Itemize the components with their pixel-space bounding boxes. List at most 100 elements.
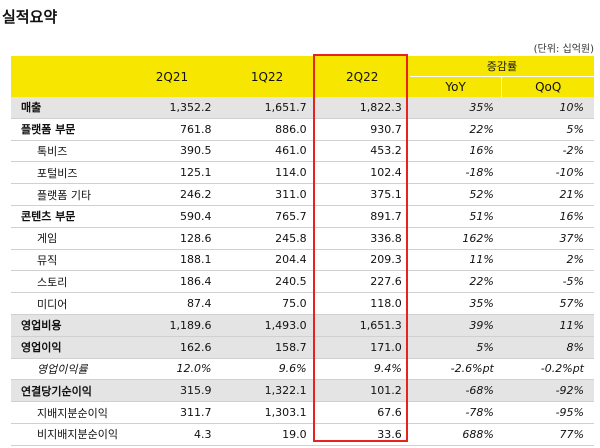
value-2q21: 125.1 bbox=[124, 161, 220, 185]
value-2q21: 311.7 bbox=[124, 401, 220, 424]
header-period-2q22: 2Q22 bbox=[314, 56, 410, 97]
value-2q22: 118.0 bbox=[314, 292, 410, 315]
value-1q22: 240.5 bbox=[219, 270, 315, 294]
yoy-change: 11% bbox=[409, 249, 502, 272]
yoy-change: 35% bbox=[409, 97, 502, 119]
page-title: 실적요약 bbox=[2, 8, 58, 26]
table-row: 비지배지분순이익 4.3 19.0 33.6 688% 77% bbox=[11, 423, 594, 446]
table-row: 게임 128.6 245.8 336.8 162% 37% bbox=[11, 227, 594, 250]
value-2q22: 930.7 bbox=[314, 118, 410, 141]
value-2q22: 1,651.3 bbox=[314, 314, 410, 337]
earnings-summary-table: 2Q21 1Q22 2Q22 증감률 YoY QoQ 매출 1,352.2 1,65… bbox=[11, 56, 594, 446]
row-label: 영업비용 bbox=[11, 314, 125, 337]
table-row: 지배지분순이익 311.7 1,303.1 67.6 -78% -95% bbox=[11, 401, 594, 424]
qoq-change: 16% bbox=[501, 205, 594, 228]
qoq-change: 57% bbox=[501, 292, 594, 315]
table-row: 미디어 87.4 75.0 118.0 35% 57% bbox=[11, 292, 594, 315]
value-2q21: 12.0% bbox=[124, 358, 220, 381]
yoy-change: 16% bbox=[409, 140, 502, 163]
header-growth-rate: 증감률 bbox=[409, 56, 594, 77]
row-label: 콘텐츠 부문 bbox=[11, 205, 125, 228]
value-2q22: 67.6 bbox=[314, 401, 410, 424]
row-label: 미디어 bbox=[11, 292, 125, 315]
qoq-change: 77% bbox=[501, 423, 594, 446]
value-2q21: 1,352.2 bbox=[124, 97, 220, 119]
qoq-change: 5% bbox=[501, 118, 594, 141]
value-2q22: 33.6 bbox=[314, 423, 410, 446]
yoy-change: 688% bbox=[409, 423, 502, 446]
row-label: 매출 bbox=[11, 97, 125, 119]
header-yoy: YoY bbox=[409, 76, 503, 97]
yoy-change: -78% bbox=[409, 401, 502, 424]
yoy-change: 39% bbox=[409, 314, 502, 337]
table-body: 매출 1,352.2 1,651.7 1,822.3 35% 10% 플랫폼 부문 761.8… bbox=[11, 97, 594, 446]
table-row: 플랫폼 부문 761.8 886.0 930.7 22% 5% bbox=[11, 118, 594, 141]
row-label: 플랫폼 부문 bbox=[11, 118, 125, 141]
table-row: 영업비용 1,189.6 1,493.0 1,651.3 39% 11% bbox=[11, 314, 594, 337]
value-1q22: 886.0 bbox=[219, 118, 315, 141]
value-2q21: 4.3 bbox=[124, 423, 220, 446]
value-2q21: 186.4 bbox=[124, 270, 220, 294]
value-1q22: 245.8 bbox=[219, 227, 315, 250]
qoq-change: -0.2%pt bbox=[501, 358, 594, 381]
table-row: 뮤직 188.1 204.4 209.3 11% 2% bbox=[11, 249, 594, 272]
yoy-change: 22% bbox=[409, 118, 502, 141]
value-2q21: 761.8 bbox=[124, 118, 220, 141]
value-2q21: 315.9 bbox=[124, 379, 220, 403]
row-label: 톡비즈 bbox=[11, 140, 125, 163]
yoy-change: -18% bbox=[409, 161, 502, 185]
value-2q21: 1,189.6 bbox=[124, 314, 220, 337]
qoq-change: -5% bbox=[501, 270, 594, 294]
qoq-change: -10% bbox=[501, 161, 594, 185]
value-2q22: 336.8 bbox=[314, 227, 410, 250]
yoy-change: 162% bbox=[409, 227, 502, 250]
value-2q22: 1,822.3 bbox=[314, 97, 410, 119]
value-2q22: 375.1 bbox=[314, 183, 410, 206]
qoq-change: -2% bbox=[501, 140, 594, 163]
value-1q22: 1,322.1 bbox=[219, 379, 315, 403]
value-1q22: 1,303.1 bbox=[219, 401, 315, 424]
value-2q21: 128.6 bbox=[124, 227, 220, 250]
table-row: 연결당기순이익 315.9 1,322.1 101.2 -68% -92% bbox=[11, 379, 594, 403]
yoy-change: 5% bbox=[409, 336, 502, 359]
row-label: 플랫폼 기타 bbox=[11, 183, 125, 206]
yoy-change: 22% bbox=[409, 270, 502, 294]
table-row: 포털비즈 125.1 114.0 102.4 -18% -10% bbox=[11, 161, 594, 185]
qoq-change: 2% bbox=[501, 249, 594, 272]
qoq-change: 8% bbox=[501, 336, 594, 359]
table-row: 영업이익 162.6 158.7 171.0 5% 8% bbox=[11, 336, 594, 359]
qoq-change: -95% bbox=[501, 401, 594, 424]
value-1q22: 75.0 bbox=[219, 292, 315, 315]
yoy-change: 51% bbox=[409, 205, 502, 228]
value-2q22: 102.4 bbox=[314, 161, 410, 185]
qoq-change: 11% bbox=[501, 314, 594, 337]
value-1q22: 1,651.7 bbox=[219, 97, 315, 119]
value-2q21: 390.5 bbox=[124, 140, 220, 163]
row-label: 스토리 bbox=[11, 270, 125, 294]
row-label: 영업이익 bbox=[11, 336, 125, 359]
table-row: 플랫폼 기타 246.2 311.0 375.1 52% 21% bbox=[11, 183, 594, 206]
value-2q21: 87.4 bbox=[124, 292, 220, 315]
row-label: 비지배지분순이익 bbox=[11, 423, 125, 446]
table-row: 매출 1,352.2 1,651.7 1,822.3 35% 10% bbox=[11, 97, 594, 119]
value-2q22: 209.3 bbox=[314, 249, 410, 272]
row-label: 영업이익률 bbox=[11, 358, 125, 381]
value-2q22: 453.2 bbox=[314, 140, 410, 163]
value-1q22: 461.0 bbox=[219, 140, 315, 163]
table-row: 톡비즈 390.5 461.0 453.2 16% -2% bbox=[11, 140, 594, 163]
qoq-change: 21% bbox=[501, 183, 594, 206]
yoy-change: 35% bbox=[409, 292, 502, 315]
yoy-change: -68% bbox=[409, 379, 502, 403]
value-1q22: 311.0 bbox=[219, 183, 315, 206]
header-period-1q22: 1Q22 bbox=[219, 56, 315, 97]
row-label: 포털비즈 bbox=[11, 161, 125, 185]
row-label: 지배지분순이익 bbox=[11, 401, 125, 424]
value-2q21: 246.2 bbox=[124, 183, 220, 206]
row-label: 연결당기순이익 bbox=[11, 379, 125, 403]
header-qoq: QoQ bbox=[501, 76, 594, 97]
yoy-change: -2.6%pt bbox=[409, 358, 502, 381]
table-header: 2Q21 1Q22 2Q22 증감률 YoY QoQ bbox=[11, 56, 594, 97]
unit-note: (단위: 십억원) bbox=[533, 44, 594, 55]
value-1q22: 1,493.0 bbox=[219, 314, 315, 337]
value-1q22: 204.4 bbox=[219, 249, 315, 272]
